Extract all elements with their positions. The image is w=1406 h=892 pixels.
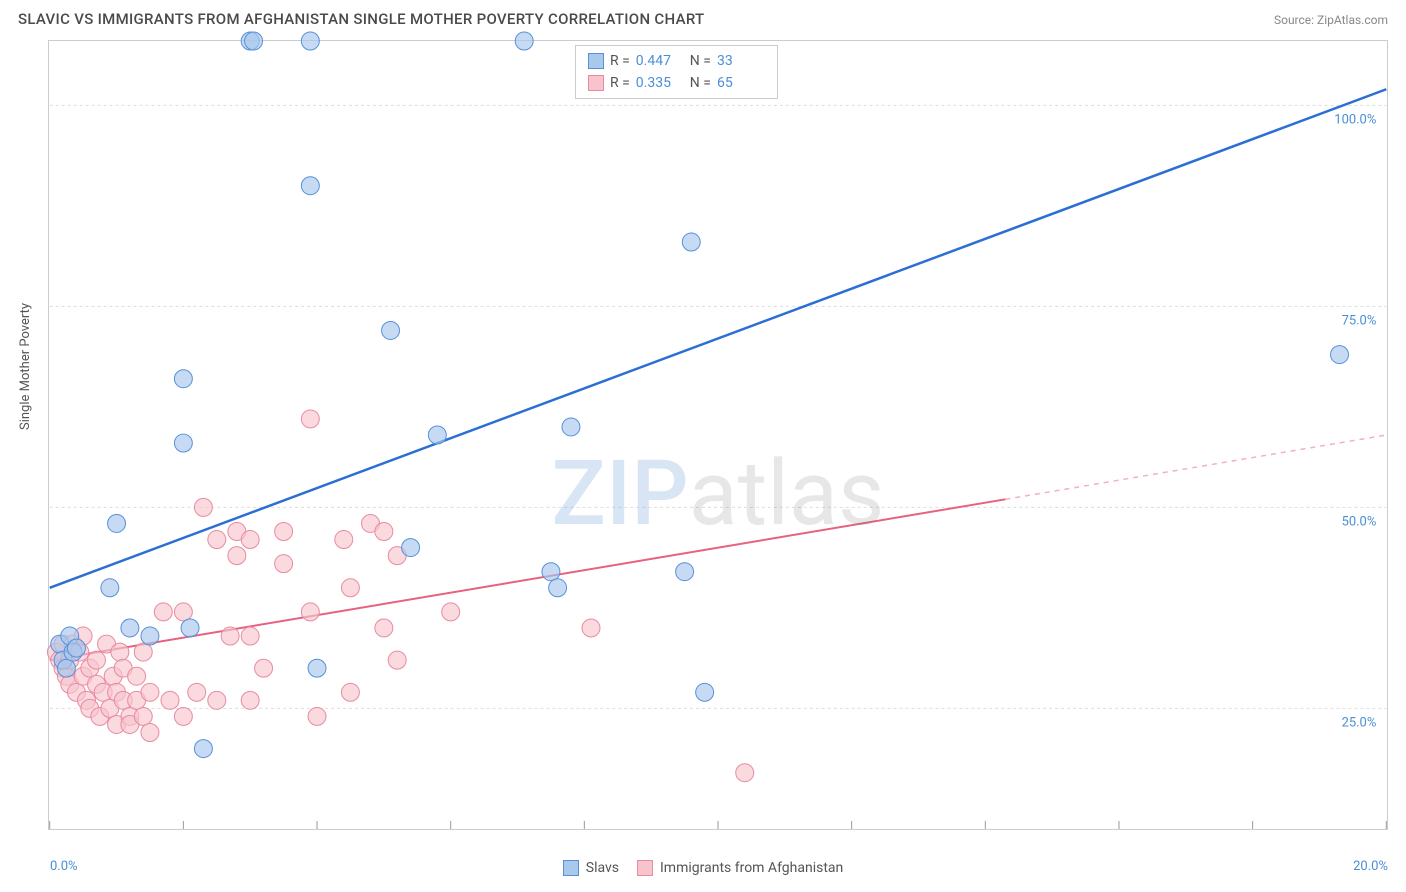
data-point-pink <box>228 547 246 565</box>
data-point-blue <box>108 514 126 532</box>
data-point-pink <box>301 410 319 428</box>
data-point-blue <box>562 418 580 436</box>
legend-item-blue: Slavs <box>563 860 619 876</box>
legend-item-pink: Immigrants from Afghanistan <box>637 860 843 876</box>
data-point-pink <box>174 707 192 725</box>
swatch-blue-icon <box>588 53 604 69</box>
data-point-pink <box>335 531 353 549</box>
data-point-blue <box>682 233 700 251</box>
data-point-blue <box>121 619 139 637</box>
blue-n-value: 33 <box>717 53 765 69</box>
data-point-blue <box>245 32 263 50</box>
plot-area: 25.0%50.0%75.0%100.0% ZIPatlas <box>48 40 1388 830</box>
legend-blue-label: Slavs <box>586 860 619 876</box>
data-point-pink <box>241 627 259 645</box>
data-point-pink <box>241 691 259 709</box>
data-point-pink <box>174 603 192 621</box>
data-point-pink <box>375 523 393 541</box>
data-point-blue <box>101 579 119 597</box>
swatch-pink-icon <box>637 860 653 876</box>
data-point-pink <box>134 643 152 661</box>
data-point-blue <box>428 426 446 444</box>
data-point-pink <box>194 498 212 516</box>
data-point-pink <box>582 619 600 637</box>
data-point-blue <box>301 32 319 50</box>
blue-r-value: 0.447 <box>636 53 684 69</box>
data-point-pink <box>208 691 226 709</box>
header: SLAVIC VS IMMIGRANTS FROM AFGHANISTAN SI… <box>18 10 1388 28</box>
data-point-pink <box>308 707 326 725</box>
legend-row-blue: R = 0.447 N = 33 <box>588 50 765 72</box>
data-point-pink <box>208 531 226 549</box>
data-point-pink <box>341 579 359 597</box>
data-point-blue <box>174 370 192 388</box>
y-tick-label: 100.0% <box>1334 112 1376 127</box>
data-point-pink <box>736 764 754 782</box>
swatch-pink-icon <box>588 75 604 91</box>
scatter-plot: 25.0% 50.0% 75.0% 100.0% <box>49 41 1387 829</box>
data-point-pink <box>301 603 319 621</box>
data-point-blue <box>194 740 212 758</box>
series-legend: Slavs Immigrants from Afghanistan <box>0 860 1406 876</box>
data-point-blue <box>174 434 192 452</box>
data-point-pink <box>141 683 159 701</box>
source-attribution: Source: ZipAtlas.com <box>1274 13 1388 27</box>
data-point-blue <box>181 619 199 637</box>
y-tick-label: 50.0% <box>1342 514 1377 529</box>
data-point-pink <box>388 651 406 669</box>
legend-row-pink: R = 0.335 N = 65 <box>588 72 765 94</box>
data-point-pink <box>275 555 293 573</box>
data-point-pink <box>188 683 206 701</box>
data-point-blue <box>57 659 75 677</box>
data-point-pink <box>111 643 129 661</box>
data-point-blue <box>308 659 326 677</box>
data-point-blue <box>676 563 694 581</box>
pink-r-value: 0.335 <box>636 75 684 91</box>
data-point-pink <box>275 523 293 541</box>
data-point-pink <box>442 603 460 621</box>
data-point-pink <box>128 667 146 685</box>
data-point-blue <box>1331 346 1349 364</box>
data-point-blue <box>382 321 400 339</box>
data-point-pink <box>341 683 359 701</box>
data-point-pink <box>134 707 152 725</box>
swatch-blue-icon <box>563 860 579 876</box>
data-point-pink <box>221 627 239 645</box>
data-point-blue <box>696 683 714 701</box>
chart-title: SLAVIC VS IMMIGRANTS FROM AFGHANISTAN SI… <box>18 10 705 28</box>
y-tick-label: 75.0% <box>1342 313 1377 328</box>
correlation-legend: R = 0.447 N = 33 R = 0.335 N = 65 <box>575 45 778 99</box>
legend-pink-label: Immigrants from Afghanistan <box>660 860 843 876</box>
data-point-blue <box>402 539 420 557</box>
data-point-pink <box>141 724 159 742</box>
pink-n-value: 65 <box>717 75 765 91</box>
trend-line-blue <box>50 89 1387 588</box>
y-axis-label: Single Mother Poverty <box>18 303 33 430</box>
data-point-pink <box>255 659 273 677</box>
data-point-blue <box>141 627 159 645</box>
y-tick-label: 25.0% <box>1342 715 1377 730</box>
data-point-blue <box>67 639 85 657</box>
chart-container: SLAVIC VS IMMIGRANTS FROM AFGHANISTAN SI… <box>0 0 1406 892</box>
data-point-pink <box>161 691 179 709</box>
data-point-pink <box>375 619 393 637</box>
data-point-pink <box>88 651 106 669</box>
data-point-pink <box>154 603 172 621</box>
data-point-blue <box>549 579 567 597</box>
data-point-pink <box>241 531 259 549</box>
data-point-blue <box>542 563 560 581</box>
data-point-blue <box>301 177 319 195</box>
trend-line-pink-extrapolated <box>1005 435 1386 499</box>
data-point-blue <box>515 32 533 50</box>
